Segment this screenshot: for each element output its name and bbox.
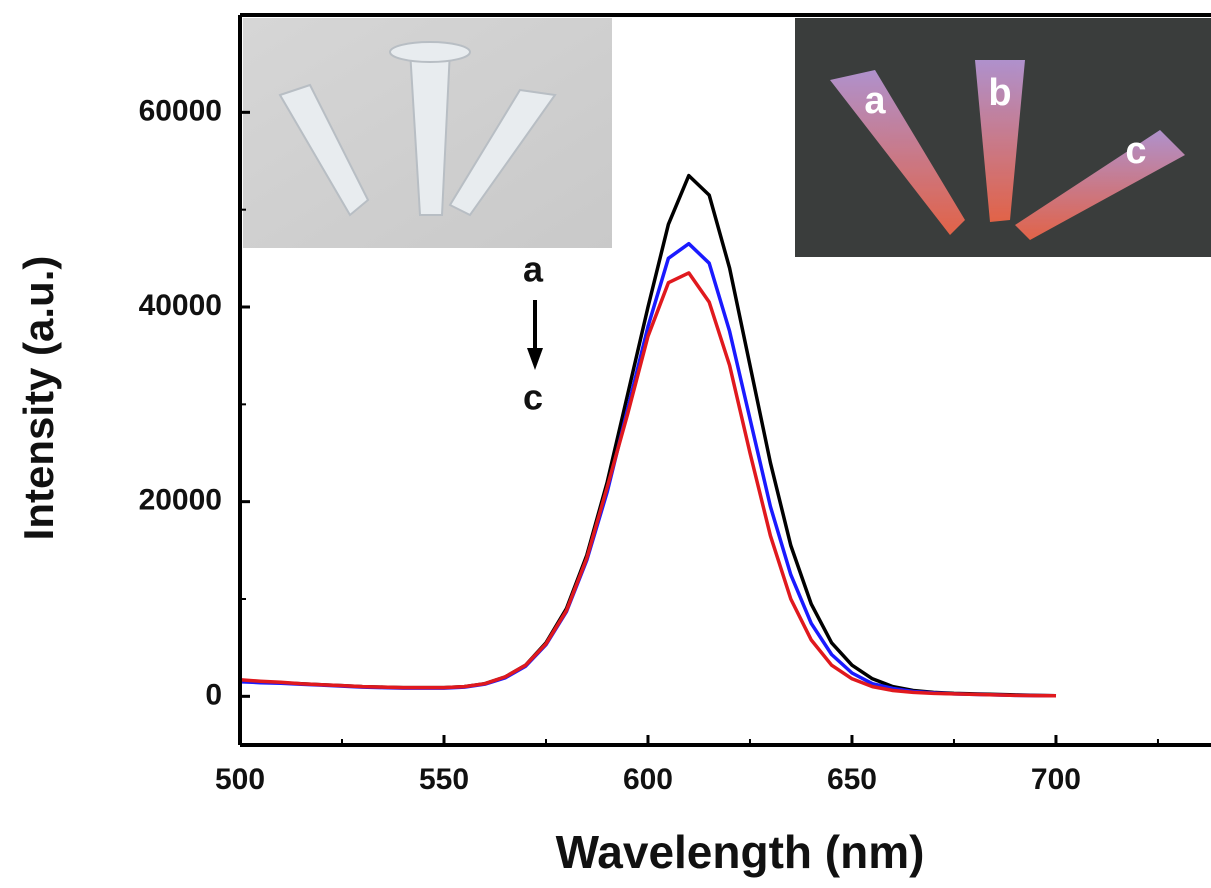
- x-tick-label: 600: [623, 763, 673, 796]
- photo-label: a: [864, 80, 886, 122]
- y-tick-label: 60000: [139, 94, 222, 127]
- annotation: c: [523, 377, 543, 418]
- photo-label: c: [1125, 130, 1146, 172]
- frame: [238, 13, 1211, 747]
- tubes-left: [278, 41, 557, 217]
- arrow-head: [527, 348, 543, 370]
- photo-label: b: [988, 72, 1011, 114]
- tubes-right: [830, 60, 1185, 240]
- y-axis-label: Intensity (a.u.): [15, 256, 62, 541]
- y-tick-label: 0: [205, 678, 222, 711]
- y-tick-label: 40000: [139, 289, 222, 322]
- plot-lines: [239, 173, 1057, 698]
- x-tick-label: 700: [1031, 763, 1081, 796]
- series-line: [239, 271, 1057, 698]
- x-tick-label: 650: [827, 763, 877, 796]
- insets: [243, 18, 1211, 257]
- y-tick-label: 20000: [139, 484, 222, 517]
- x-axis-label: Wavelength (nm): [556, 826, 925, 878]
- x-tick-label: 500: [215, 763, 265, 796]
- annotation: a: [523, 249, 544, 290]
- x-tick-label: 550: [419, 763, 469, 796]
